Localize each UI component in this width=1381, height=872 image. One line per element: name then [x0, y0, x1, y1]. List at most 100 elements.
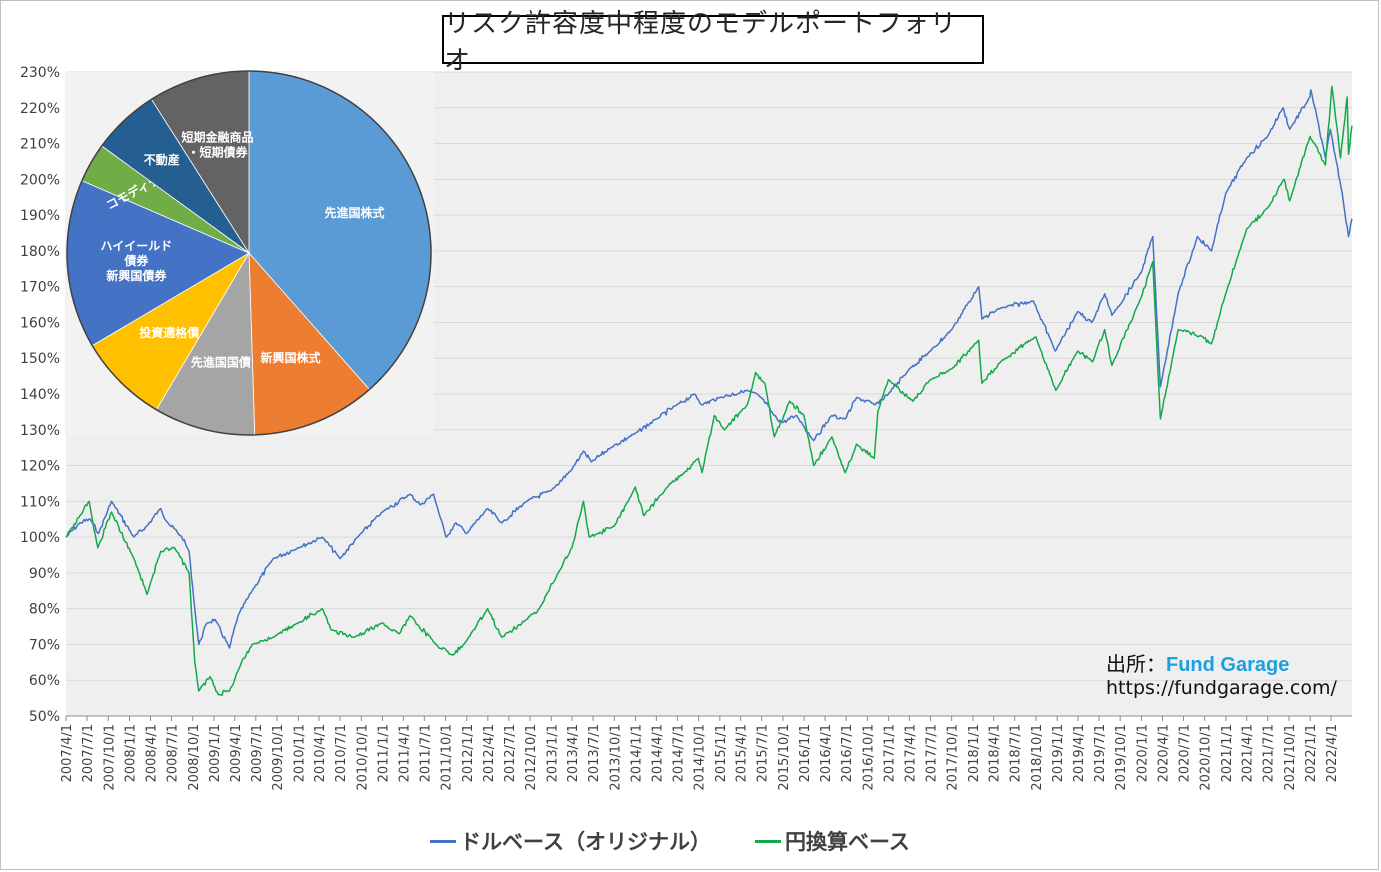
x-tick-label: 2012/1/1: [461, 724, 476, 782]
chart-title: リスク許容度中程度のモデルポートフォリオ: [442, 9, 984, 76]
x-tick-label: 2011/4/1: [397, 724, 412, 782]
pie-slice-label: 先進国国債: [191, 354, 251, 369]
source-label: 出所：: [1106, 652, 1166, 676]
y-tick-label: 170%: [20, 280, 60, 296]
y-tick-label: 90%: [29, 566, 60, 582]
pie-label-line: 先進国株式: [325, 205, 385, 220]
x-tick-label: 2019/10/1: [1114, 724, 1129, 791]
y-tick-label: 150%: [20, 351, 60, 367]
y-tick-label: 70%: [29, 637, 60, 653]
x-tick-label: 2019/7/1: [1093, 724, 1108, 782]
series-line-dollar: [65, 89, 1353, 649]
x-tick-label: 2020/4/1: [1156, 724, 1171, 782]
x-tick-label: 2008/10/1: [187, 724, 202, 791]
pie-slice-label: ハイイールド債券新興国債券: [100, 239, 172, 283]
pie-slice-label: 先進国株式: [325, 205, 385, 220]
y-tick-label: 210%: [20, 137, 60, 153]
x-tick-label: 2017/10/1: [946, 724, 961, 791]
pie-chart: 先進国株式新興国株式先進国国債投資適格債ハイイールド債券新興国債券コモディティ不…: [65, 70, 434, 436]
x-tick-label: 2021/1/1: [1220, 724, 1235, 782]
x-tick-label: 2011/1/1: [377, 724, 392, 782]
x-tick-label: 2018/1/1: [967, 724, 982, 782]
source-brand: Fund Garage: [1166, 654, 1290, 676]
x-tick-label: 2012/10/1: [524, 724, 539, 791]
x-tick-label: 2011/10/1: [440, 724, 455, 791]
x-tick-label: 2018/7/1: [1009, 724, 1024, 782]
x-tick-label: 2013/7/1: [587, 724, 602, 782]
x-tick-label: 2015/7/1: [756, 724, 771, 782]
pie-label-line: 債券: [123, 253, 149, 268]
pie-label-line: 新興国株式: [261, 350, 321, 365]
x-tick-label: 2010/1/1: [292, 724, 307, 782]
x-tick-label: 2018/4/1: [988, 724, 1003, 782]
source-url: https://fundgarage.com/: [1106, 677, 1337, 699]
pie-label-line: 新興国債券: [106, 268, 167, 283]
y-tick-label: 60%: [29, 673, 60, 689]
source-credit: 出所：Fund Garage: [1106, 648, 1289, 677]
x-tick-label: 2022/1/1: [1304, 724, 1319, 782]
x-tick-label: 2009/1/1: [208, 724, 223, 782]
x-tick-label: 2008/4/1: [145, 724, 160, 782]
x-tick-label: 2016/4/1: [819, 724, 834, 782]
y-tick-label: 220%: [20, 101, 60, 117]
y-tick-label: 120%: [20, 459, 60, 475]
x-axis: 2007/4/1 2007/7/1 2007/10/1 2008/1/1 2008/4/…: [60, 715, 1352, 791]
legend-label-dollar: ドルベース（オリジナル）: [460, 830, 711, 854]
pie-slice-label: 短期金融商品・短期債券: [182, 130, 254, 160]
x-tick-label: 2011/7/1: [418, 724, 433, 782]
x-tick-label: 2012/4/1: [482, 724, 497, 782]
legend: ドルベース（オリジナル） 円換算ベース: [430, 826, 910, 856]
x-tick-label: 2013/4/1: [566, 724, 581, 782]
x-tick-label: 2021/7/1: [1262, 724, 1277, 782]
pie-label-line: ・短期債券: [188, 145, 249, 160]
x-tick-label: 2019/4/1: [1072, 724, 1087, 782]
x-tick-label: 2007/7/1: [81, 724, 96, 782]
x-tick-label: 2010/4/1: [313, 724, 328, 782]
pie-label-line: 短期金融商品: [182, 130, 254, 145]
y-tick-label: 50%: [29, 709, 60, 725]
y-tick-label: 190%: [20, 208, 60, 224]
x-tick-label: 2022/4/1: [1325, 724, 1340, 782]
pie-label-line: 先進国国債: [191, 354, 251, 369]
x-tick-label: 2021/4/1: [1241, 724, 1256, 782]
y-tick-label: 140%: [20, 387, 60, 403]
pie-label-line: ハイイールド: [100, 239, 172, 253]
pie-outline: [66, 70, 432, 436]
x-tick-label: 2015/1/1: [714, 724, 729, 782]
x-tick-label: 2014/7/1: [671, 724, 686, 782]
x-tick-label: 2009/7/1: [250, 724, 265, 782]
y-tick-label: 180%: [20, 244, 60, 260]
x-tick-label: 2010/10/1: [355, 724, 370, 791]
x-tick-label: 2016/7/1: [840, 724, 855, 782]
x-tick-label: 2019/1/1: [1051, 724, 1066, 782]
x-tick-label: 2020/7/1: [1177, 724, 1192, 782]
y-tick-label: 200%: [20, 172, 60, 188]
legend-item-yen: 円換算ベース: [754, 826, 910, 856]
y-tick-label: 160%: [20, 315, 60, 331]
y-tick-label: 230%: [20, 65, 60, 81]
x-tick-label: 2014/1/1: [630, 724, 645, 782]
x-tick-label: 2016/1/1: [798, 724, 813, 782]
x-tick-label: 2018/10/1: [1030, 724, 1045, 791]
x-tick-label: 2009/10/1: [271, 724, 286, 791]
pie-label-line: 不動産: [144, 152, 180, 167]
y-tick-label: 80%: [29, 602, 60, 618]
x-tick-label: 2008/1/1: [123, 724, 138, 782]
x-tick-label: 2017/1/1: [883, 724, 898, 782]
x-tick-label: 2012/7/1: [503, 724, 518, 782]
y-tick-label: 110%: [20, 494, 60, 510]
pie-slice-label: 投資適格債: [139, 325, 199, 340]
x-tick-label: 2007/4/1: [60, 724, 75, 782]
x-tick-label: 2015/4/1: [735, 724, 750, 782]
x-tick-label: 2009/4/1: [229, 724, 244, 782]
legend-label-yen: 円換算ベース: [784, 830, 910, 854]
legend-swatch-yen: [754, 839, 781, 843]
x-tick-label: 2015/10/1: [777, 724, 792, 791]
pie-slice-label: 新興国株式: [261, 350, 321, 365]
series-line-yen: [65, 85, 1353, 697]
y-tick-label: 130%: [20, 423, 60, 439]
x-tick-label: 2016/10/1: [861, 724, 876, 791]
x-tick-label: 2013/1/1: [545, 724, 560, 782]
